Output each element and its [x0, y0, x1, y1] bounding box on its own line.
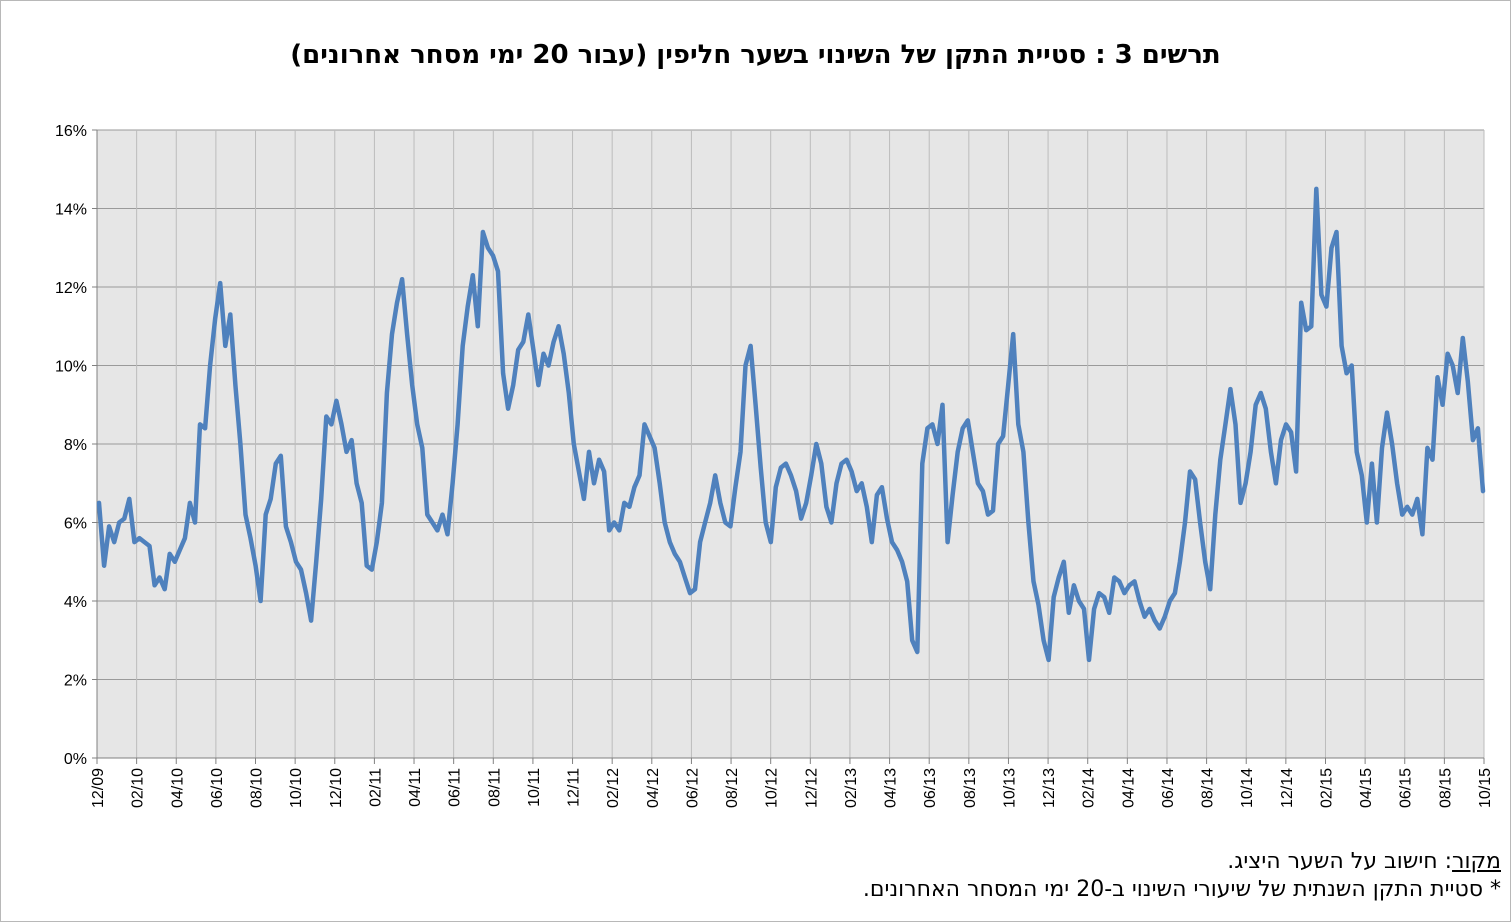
x-tick-label: 06/10	[209, 768, 226, 808]
y-tick-label: 14%	[55, 202, 87, 219]
series-group	[96, 186, 1486, 663]
source-label: מקור	[1452, 849, 1501, 874]
y-tick-label: 4%	[64, 594, 87, 611]
x-tick-label: 06/11	[447, 768, 464, 807]
x-tick-label: 12/11	[566, 768, 583, 807]
x-tick-label: 02/13	[843, 768, 860, 808]
x-tick-label: 10/13	[1001, 768, 1018, 808]
x-tick-label: 10/15	[1477, 768, 1494, 808]
y-tick-label: 8%	[64, 437, 87, 454]
x-tick-label: 06/14	[1160, 768, 1177, 808]
gridlines	[92, 129, 1485, 764]
x-tick-label: 10/14	[1239, 768, 1256, 808]
x-tick-label: 08/11	[486, 768, 503, 807]
x-tick-label: 04/11	[407, 768, 424, 807]
chart-notes: מקור: חישוב על השער היציג. * סטיית התקן …	[863, 848, 1501, 904]
x-tick-label: 02/11	[367, 768, 384, 807]
x-tick-label: 08/14	[1200, 768, 1217, 808]
x-tick-label: 04/12	[645, 768, 662, 808]
y-tick-label: 10%	[55, 359, 87, 376]
y-tick-label: 2%	[64, 673, 87, 690]
axes	[96, 130, 1484, 759]
x-tick-label: 04/15	[1358, 768, 1375, 808]
source-text: : חישוב על השער היציג.	[1227, 849, 1453, 874]
x-tick-label: 02/10	[130, 768, 147, 808]
x-tick-label: 10/10	[288, 768, 305, 808]
x-tick-label: 06/13	[922, 768, 939, 808]
y-axis-labels: 0% 2% 4% 6% 8% 10% 12% 14% 16%	[55, 123, 87, 768]
source-note: מקור: חישוב על השער היציג.	[863, 848, 1501, 876]
x-tick-label: 02/15	[1318, 768, 1335, 808]
x-tick-label: 08/10	[249, 768, 266, 808]
y-tick-label: 0%	[64, 751, 87, 768]
footnote: * סטיית התקן השנתית של שיעורי השינוי ב-2…	[862, 877, 1501, 902]
x-tick-label: 10/11	[526, 768, 543, 807]
x-tick-label: 12/10	[328, 768, 345, 808]
x-tick-label: 08/12	[724, 768, 741, 808]
x-tick-label: 08/15	[1437, 768, 1454, 808]
x-tick-label: 12/14	[1279, 768, 1296, 808]
y-tick-label: 12%	[55, 280, 87, 297]
x-tick-label: 08/13	[962, 768, 979, 808]
x-tick-label: 12/12	[803, 768, 820, 808]
x-tick-label: 12/13	[1041, 768, 1058, 808]
x-tick-label: 04/13	[883, 768, 900, 808]
series-line	[96, 186, 1486, 663]
x-tick-label: 04/14	[1120, 768, 1137, 808]
x-tick-label: 12/09	[90, 768, 107, 808]
x-tick-label: 02/12	[605, 768, 622, 808]
x-tick-label: 06/15	[1398, 768, 1415, 808]
chart-title: תרשים 3 : סטיית התקן של השינוי בשער חליפ…	[290, 40, 1221, 70]
x-tick-label: 02/14	[1081, 768, 1098, 808]
y-tick-label: 16%	[55, 123, 87, 140]
x-axis-labels: 12/09 02/10 04/10 06/10 08/10 10/10 12/10 02/11…	[90, 768, 1494, 808]
x-tick-label: 06/12	[684, 768, 701, 808]
x-tick-label: 04/10	[169, 768, 186, 808]
y-tick-label: 6%	[64, 516, 87, 533]
x-tick-label: 10/12	[764, 768, 781, 808]
